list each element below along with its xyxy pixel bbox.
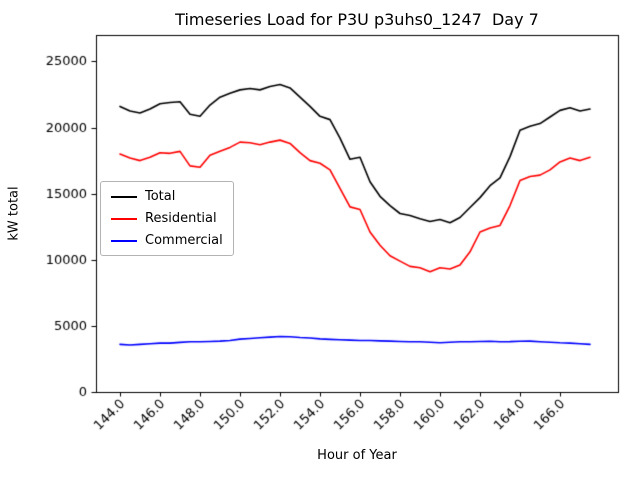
legend-line-total-icon [111, 195, 137, 198]
legend-label-residential: Residential [145, 211, 217, 226]
legend-label-total: Total [145, 189, 176, 204]
legend-line-residential-icon [111, 217, 137, 220]
legend-item-total: Total [111, 189, 223, 204]
legend: Total Residential Commercial [100, 181, 234, 256]
chart-title: Timeseries Load for P3U p3uhs0_1247 Day … [175, 10, 539, 29]
legend-item-residential: Residential [111, 211, 223, 226]
x-axis-label: Hour of Year [317, 448, 397, 463]
legend-label-commercial: Commercial [145, 233, 223, 248]
legend-item-commercial: Commercial [111, 233, 223, 248]
y-axis-label: kW total [6, 186, 22, 241]
legend-line-commercial-icon [111, 239, 137, 242]
